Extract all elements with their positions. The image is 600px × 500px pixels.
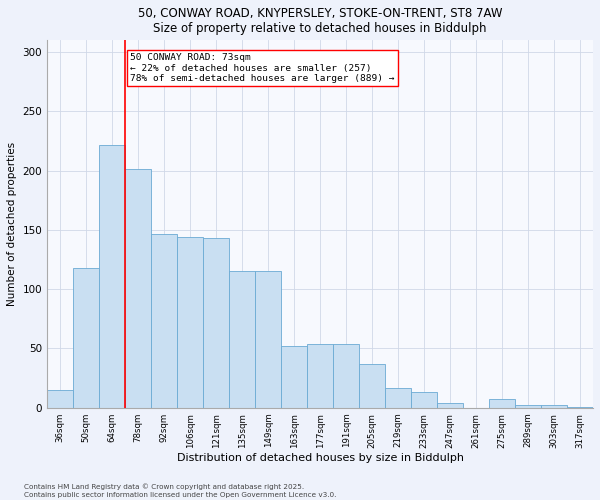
Bar: [255, 272, 281, 408]
Bar: [47, 390, 73, 408]
X-axis label: Distribution of detached houses by size in Biddulph: Distribution of detached houses by size …: [176, 453, 464, 463]
Text: Contains HM Land Registry data © Crown copyright and database right 2025.
Contai: Contains HM Land Registry data © Crown c…: [24, 484, 337, 498]
Bar: [203, 238, 229, 408]
Bar: [281, 346, 307, 408]
Bar: [515, 406, 541, 408]
Bar: [151, 234, 177, 408]
Bar: [489, 400, 515, 408]
Bar: [567, 406, 593, 408]
Bar: [541, 406, 567, 408]
Bar: [359, 364, 385, 408]
Bar: [73, 268, 99, 408]
Bar: [411, 392, 437, 408]
Text: 50 CONWAY ROAD: 73sqm
← 22% of detached houses are smaller (257)
78% of semi-det: 50 CONWAY ROAD: 73sqm ← 22% of detached …: [130, 54, 395, 83]
Bar: [385, 388, 411, 408]
Y-axis label: Number of detached properties: Number of detached properties: [7, 142, 17, 306]
Bar: [177, 237, 203, 408]
Bar: [307, 344, 333, 408]
Bar: [125, 170, 151, 408]
Bar: [99, 144, 125, 408]
Bar: [229, 272, 255, 408]
Bar: [333, 344, 359, 408]
Bar: [437, 403, 463, 408]
Title: 50, CONWAY ROAD, KNYPERSLEY, STOKE-ON-TRENT, ST8 7AW
Size of property relative t: 50, CONWAY ROAD, KNYPERSLEY, STOKE-ON-TR…: [138, 7, 502, 35]
